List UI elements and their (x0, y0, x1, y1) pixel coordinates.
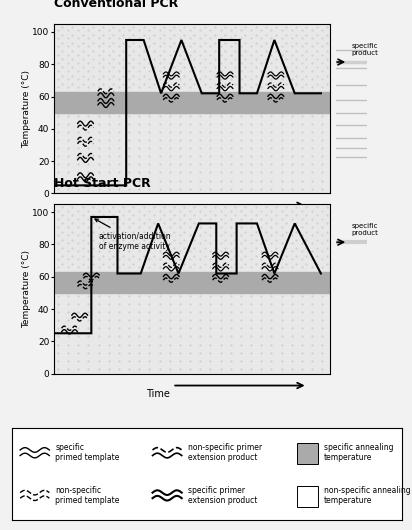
Text: non-specific
primed template: non-specific primed template (55, 485, 119, 505)
Bar (54, 272, 330, 293)
Bar (297, 444, 318, 464)
Y-axis label: Temperature (°C): Temperature (°C) (22, 69, 31, 148)
Text: Hot Start PCR: Hot Start PCR (54, 178, 150, 190)
Bar (54, 92, 330, 113)
Bar (297, 486, 318, 507)
Text: non-specific primer
extension product: non-specific primer extension product (187, 443, 262, 463)
Text: specific annealing
temperature: specific annealing temperature (324, 443, 393, 463)
Bar (54, 113, 330, 193)
Bar (54, 293, 330, 374)
Text: activation/addition
of enzyme activity: activation/addition of enzyme activity (95, 219, 171, 251)
Text: Conventional PCR: Conventional PCR (54, 0, 178, 10)
Text: non-specific annealing
temperature: non-specific annealing temperature (324, 485, 410, 505)
Text: specific
product: specific product (351, 223, 378, 236)
Text: specific primer
extension product: specific primer extension product (187, 485, 257, 505)
Text: Time: Time (147, 389, 171, 399)
Text: specific
primed template: specific primed template (55, 443, 119, 463)
Text: specific
product: specific product (351, 43, 378, 56)
Y-axis label: Temperature (°C): Temperature (°C) (22, 250, 31, 328)
Text: Time: Time (147, 209, 171, 219)
